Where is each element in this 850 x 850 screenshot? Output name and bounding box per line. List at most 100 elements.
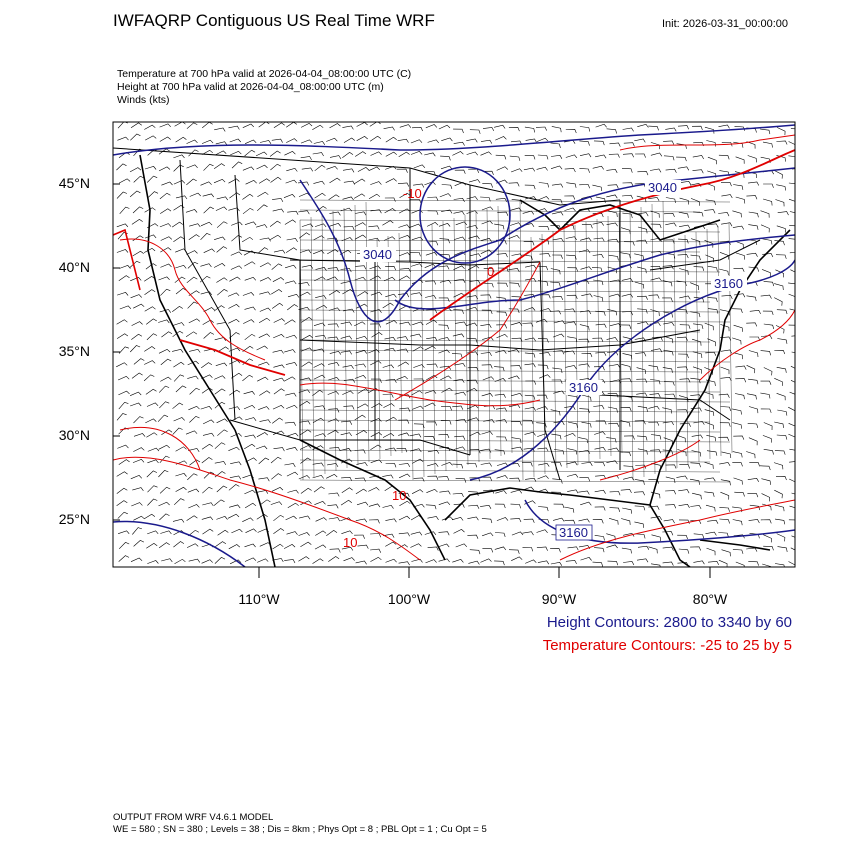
wind-barb	[424, 263, 436, 268]
county-line	[299, 419, 711, 423]
county-line	[299, 329, 701, 333]
wind-barb	[777, 546, 788, 552]
wind-barb	[621, 194, 634, 199]
wind-barb	[749, 504, 760, 511]
wind-barb	[663, 212, 675, 218]
wind-barb	[427, 463, 439, 467]
wind-barb	[663, 349, 674, 356]
wind-barb	[273, 388, 285, 395]
wind-barb	[565, 560, 577, 565]
wind-barb	[258, 361, 270, 366]
wind-barb	[410, 139, 423, 144]
wind-barb	[788, 423, 795, 427]
wind-barb	[481, 476, 492, 481]
wind-barb	[132, 458, 145, 463]
wind-barb	[160, 358, 172, 366]
wind-barb	[746, 322, 758, 327]
wind-barb	[735, 365, 747, 370]
wind-barb	[637, 308, 648, 314]
wind-barb	[273, 447, 285, 452]
lon-label-90w: 90°W	[541, 591, 577, 607]
wind-barb	[245, 457, 257, 463]
county-line	[299, 469, 721, 473]
wind-barb	[144, 207, 156, 213]
wind-barb	[749, 462, 760, 467]
wind-barb	[494, 503, 506, 509]
wind-barb	[200, 263, 212, 268]
wind-barb	[454, 169, 466, 174]
wind-barb	[494, 223, 505, 230]
wind-barb	[427, 241, 439, 246]
wind-barb	[748, 519, 760, 524]
wind-barb	[481, 309, 493, 315]
wind-barb	[663, 311, 673, 318]
wind-barb	[494, 449, 506, 455]
wind-barb	[579, 140, 590, 146]
wind-barb	[453, 251, 466, 256]
wind-barb	[298, 475, 311, 480]
wind-barb	[286, 138, 298, 143]
county-line	[299, 349, 721, 353]
wind-barb	[189, 415, 200, 423]
wind-barb	[776, 309, 788, 315]
wind-barb	[749, 336, 761, 341]
wind-barb	[256, 164, 268, 170]
wind-barb	[606, 437, 617, 443]
wind-barb	[160, 208, 172, 214]
wind-barb	[133, 540, 145, 547]
wind-barb	[160, 530, 172, 535]
county-line	[640, 206, 645, 478]
wind-barb	[326, 276, 338, 281]
wind-barb	[158, 501, 170, 507]
wind-barb	[243, 391, 255, 395]
wind-barb	[259, 291, 271, 296]
wind-barb	[188, 290, 200, 296]
wind-barb	[721, 194, 733, 199]
lat-label-30n: 30°N	[58, 427, 90, 443]
county-line	[453, 217, 458, 469]
wind-barb	[356, 462, 368, 467]
wind-barb	[424, 435, 435, 441]
wind-barb	[161, 181, 173, 186]
wind-barb	[228, 446, 240, 451]
wind-barb	[369, 135, 382, 142]
wind-barb	[648, 125, 659, 131]
wind-barb	[143, 247, 156, 253]
wind-barb	[510, 140, 522, 145]
wind-barb	[354, 375, 367, 379]
wind-barb	[355, 430, 368, 436]
wind-barb	[385, 518, 397, 523]
coastlines	[139, 154, 791, 567]
wind-barb	[244, 434, 256, 439]
wind-barb	[427, 210, 439, 215]
wind-barb	[231, 528, 243, 534]
wind-barb	[411, 236, 424, 241]
wind-barb	[637, 212, 649, 217]
wind-barb	[468, 235, 480, 240]
wind-barb	[497, 282, 508, 288]
county-line	[431, 223, 436, 475]
wind-barb	[481, 532, 494, 537]
wind-barb	[425, 559, 437, 564]
wind-barb	[524, 406, 536, 411]
county-line	[596, 218, 601, 460]
wind-barb	[398, 473, 411, 479]
wind-barb	[732, 519, 743, 526]
wind-barb	[438, 531, 450, 536]
wind-barb	[385, 136, 397, 143]
wind-barb	[157, 414, 169, 422]
wind-barb	[773, 462, 784, 470]
wind-barb	[340, 432, 352, 437]
wind-barb	[451, 516, 464, 521]
wind-barb	[579, 184, 590, 189]
wind-barb	[172, 348, 184, 353]
wind-barb	[718, 559, 728, 567]
wind-barb	[425, 319, 438, 325]
wind-barb	[300, 122, 313, 128]
wind-barb	[258, 477, 270, 482]
wind-barb	[116, 319, 128, 325]
wind-barb	[258, 457, 270, 465]
wind-barb	[201, 457, 213, 464]
wind-barb	[637, 406, 648, 412]
